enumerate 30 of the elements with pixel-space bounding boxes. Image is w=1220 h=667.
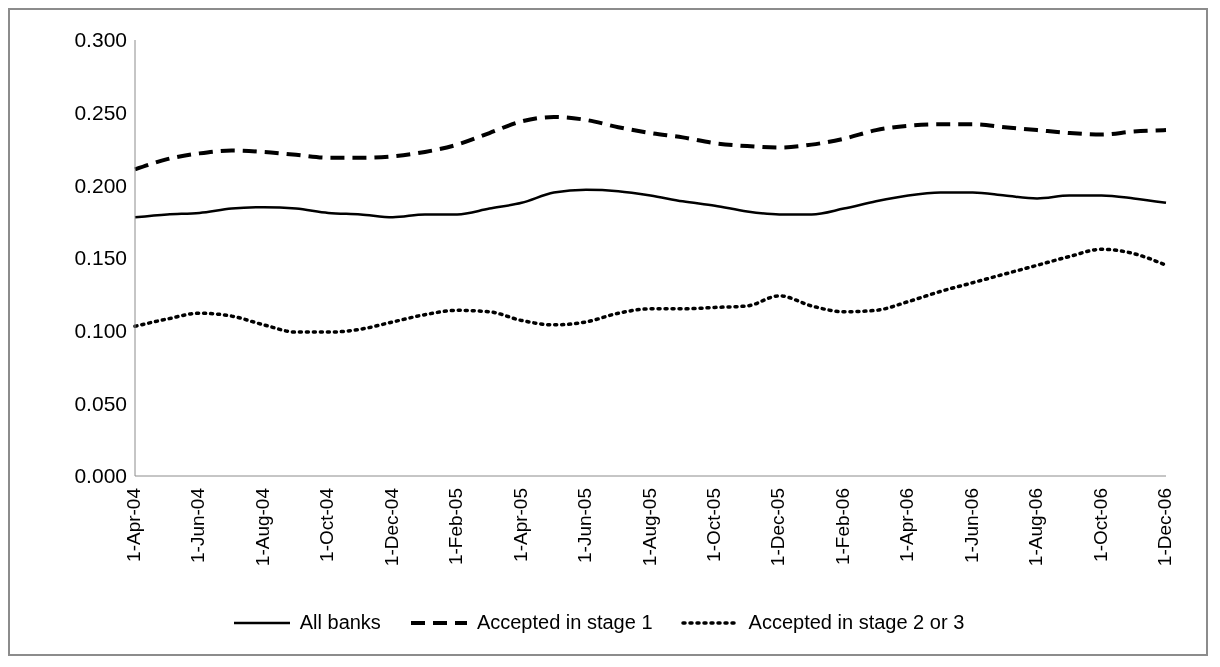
legend-label: Accepted in stage 2 or 3 xyxy=(748,611,965,634)
x-tick-label: 1-Apr-06 xyxy=(896,488,918,562)
x-tick-label: 1-Oct-04 xyxy=(316,487,338,562)
legend-label: All banks xyxy=(299,611,381,634)
y-tick-label: 0.000 xyxy=(74,464,127,488)
y-tick-label: 0.150 xyxy=(74,246,127,270)
y-tick-label: 0.300 xyxy=(74,28,127,52)
x-tick-label: 1-Dec-04 xyxy=(380,487,402,567)
x-tick-label: 1-Aug-05 xyxy=(638,488,660,567)
y-tick-label: 0.200 xyxy=(74,173,127,197)
y-tick-label: 0.250 xyxy=(74,101,127,125)
x-tick-label: 1-Aug-06 xyxy=(1025,488,1047,567)
x-tick-label: 1-Oct-05 xyxy=(702,488,724,562)
line-series xyxy=(133,188,1168,219)
x-tick-label: 1-Jun-04 xyxy=(187,487,209,563)
x-tick-label: 1-Oct-06 xyxy=(1089,488,1111,562)
x-tick-label: 1-Feb-06 xyxy=(831,488,853,566)
legend-label: Accepted in stage 1 xyxy=(476,611,653,634)
x-tick-label: 1-Jun-05 xyxy=(574,488,596,563)
x-tick-label: 1-Apr-04 xyxy=(123,487,145,562)
line-series xyxy=(133,247,1168,334)
x-tick-label: 1-Dec-06 xyxy=(1154,488,1176,567)
x-tick-label: 1-Jun-06 xyxy=(960,488,982,563)
x-tick-label: 1-Feb-05 xyxy=(445,488,467,566)
y-tick-label: 0.100 xyxy=(74,319,127,343)
x-tick-label: 1-Aug-04 xyxy=(251,487,273,567)
line-series xyxy=(133,115,1168,172)
x-tick-label: 1-Dec-05 xyxy=(767,488,789,567)
y-tick-label: 0.050 xyxy=(74,391,127,415)
x-tick-label: 1-Apr-05 xyxy=(509,488,531,562)
